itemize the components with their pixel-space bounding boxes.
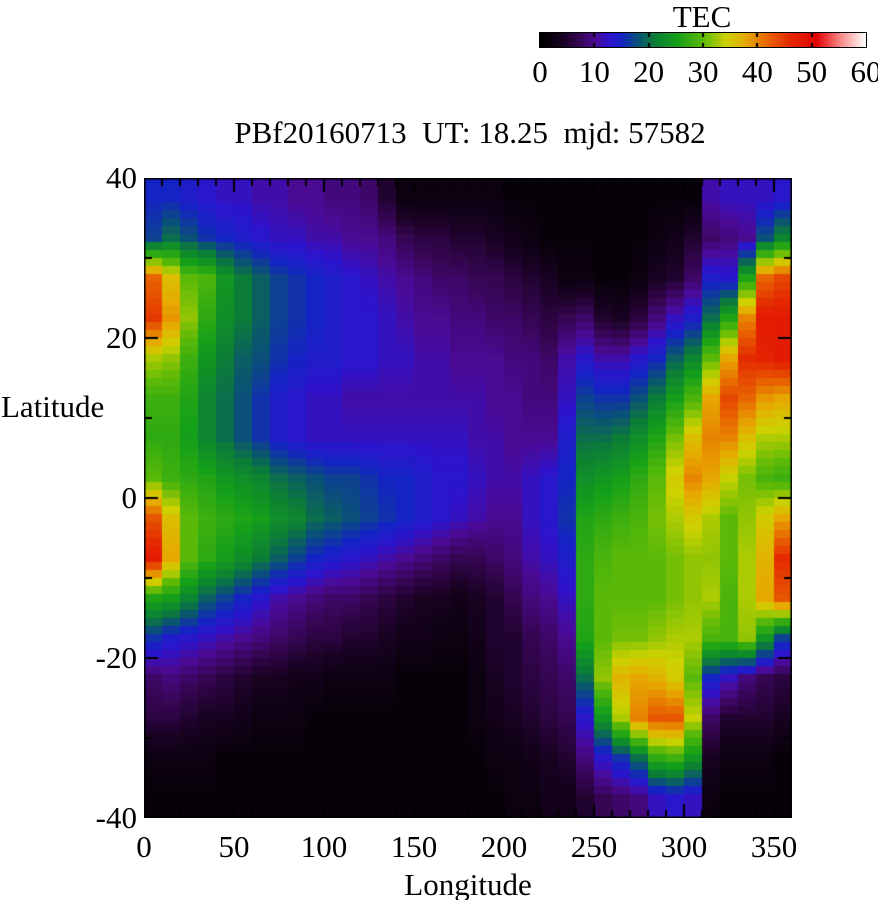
colorbar-title: TEC [672,0,732,34]
tec-heatmap [144,178,792,818]
y-axis-label: Latitude [1,389,105,424]
colorbar-tick-label: 10 [578,54,610,89]
colorbar-tick-label: 0 [532,54,548,89]
x-tick-label: 100 [300,829,348,864]
y-tick-label: 40 [106,160,137,195]
plot-title: PBf20160713 UT: 18.25 mjd: 57582 [234,115,706,150]
colorbar-tick-label: 40 [741,54,773,89]
x-tick-label: 50 [218,829,250,864]
x-tick-label: 200 [480,829,528,864]
x-tick-label: 250 [570,829,618,864]
colorbar-tick-label: 30 [687,54,719,89]
colorbar-tick-label: 60 [850,54,878,89]
y-tick-label: 20 [106,320,137,355]
colorbar-gradient [539,32,867,48]
colorbar-tick-label: 50 [796,54,828,89]
x-tick-label: 0 [136,829,152,864]
colorbar-tick-label: 20 [633,54,665,89]
x-tick-label: 300 [660,829,708,864]
y-tick-label: -40 [95,800,137,835]
x-axis-label: Longitude [404,867,532,900]
y-tick-label: 0 [121,480,138,515]
x-tick-label: 350 [750,829,798,864]
x-tick-label: 150 [390,829,438,864]
y-tick-label: -20 [95,640,137,675]
